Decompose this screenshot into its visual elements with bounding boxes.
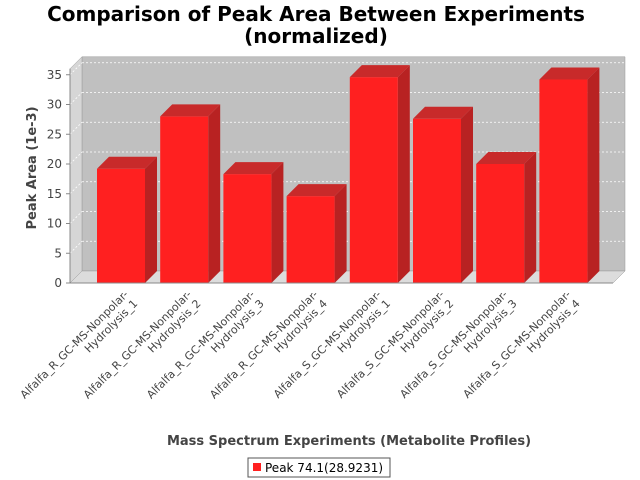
legend-label: Peak 74.1(28.9231) <box>265 461 383 475</box>
grid-line-diagonal <box>69 92 83 105</box>
bar-top <box>97 156 157 169</box>
bar-top <box>349 65 410 78</box>
y-tick-label: 20 <box>47 157 62 171</box>
y-axis: 0 5 10 15 20 25 30 35 <box>47 68 71 290</box>
x-tick-label: Alfalfa_S_GC-MS-Nonpolar-Hydrolysis_2 <box>334 288 456 410</box>
bar <box>539 67 600 283</box>
bar <box>286 184 347 283</box>
bar-front <box>349 77 398 283</box>
grid-line-diagonal <box>69 181 83 195</box>
y-tick-label: 30 <box>47 98 62 112</box>
x-tick-label: Alfalfa_R_GC-MS-Nonpolar-Hydrolysis_4 <box>207 288 330 411</box>
x-axis: Alfalfa_R_GC-MS-Nonpolar-Hydrolysis_1Alf… <box>18 282 613 411</box>
grid-line-diagonal <box>69 121 83 135</box>
bar-side <box>397 65 410 283</box>
bar <box>97 156 157 283</box>
y-tick-label: 35 <box>47 68 62 82</box>
bar-front <box>286 196 335 283</box>
grid-line-diagonal <box>69 151 83 165</box>
bar-side <box>334 184 347 283</box>
y-tick-label: 5 <box>54 246 62 260</box>
bar-side <box>524 152 537 283</box>
plot-left-wall <box>69 56 83 284</box>
bar-top <box>223 162 284 175</box>
x-tick-label: Alfalfa_S_GC-MS-Nonpolar-Hydrolysis_1 <box>271 288 393 410</box>
bar <box>349 65 410 283</box>
legend-box <box>247 457 391 478</box>
chart-title-line-2: (normalized) <box>244 24 388 48</box>
bar-side <box>461 106 473 283</box>
bar-front <box>223 174 272 283</box>
y-tick-label: 0 <box>54 276 62 290</box>
y-axis-label: Peak Area (1e-3) <box>25 106 40 229</box>
grid-line-diagonal <box>69 211 83 224</box>
bar <box>223 162 284 283</box>
bar-side <box>271 162 284 283</box>
x-tick-label-line: Alfalfa_R_GC-MS-Nonpolar- <box>18 288 131 401</box>
x-tick-label: Alfalfa_R_GC-MS-Nonpolar-Hydrolysis_1 <box>18 288 141 411</box>
x-axis-label: Mass Spectrum Experiments (Metabolite Pr… <box>167 434 531 449</box>
bars <box>97 65 600 284</box>
y-tick-label: 25 <box>47 127 62 141</box>
bar-top <box>286 184 347 197</box>
bar-front <box>413 118 461 283</box>
bar <box>413 106 473 283</box>
bar-side <box>587 67 600 283</box>
grid-line-diagonal <box>69 62 83 76</box>
bar-top <box>539 67 600 80</box>
bar-side <box>145 156 157 283</box>
x-tick-label: Alfalfa_S_GC-MS-Nonpolar-Hydrolysis_3 <box>397 288 519 410</box>
bar-top <box>413 106 473 119</box>
legend-swatch <box>253 463 261 471</box>
x-tick-label: Alfalfa_R_GC-MS-Nonpolar-Hydrolysis_3 <box>144 288 267 411</box>
x-tick-label: Alfalfa_S_GC-MS-Nonpolar-Hydrolysis_4 <box>461 288 583 410</box>
bar <box>160 104 221 284</box>
y-tick-label: 10 <box>47 217 62 231</box>
bar <box>476 152 537 283</box>
bar-front <box>476 164 525 283</box>
x-tick-label: Alfalfa_R_GC-MS-Nonpolar-Hydrolysis_2 <box>81 288 204 411</box>
chart-title-line-1: Comparison of Peak Area Between Experime… <box>47 2 585 26</box>
bar-top <box>160 104 221 117</box>
legend: Peak 74.1(28.9231) <box>247 457 391 478</box>
bar-side <box>208 104 221 284</box>
y-tick-label: 15 <box>47 187 62 201</box>
bar-top <box>476 152 537 164</box>
bar-front <box>160 116 209 284</box>
bar-front <box>539 79 588 283</box>
bar-front <box>97 168 145 283</box>
grid-line-diagonal <box>69 240 83 254</box>
